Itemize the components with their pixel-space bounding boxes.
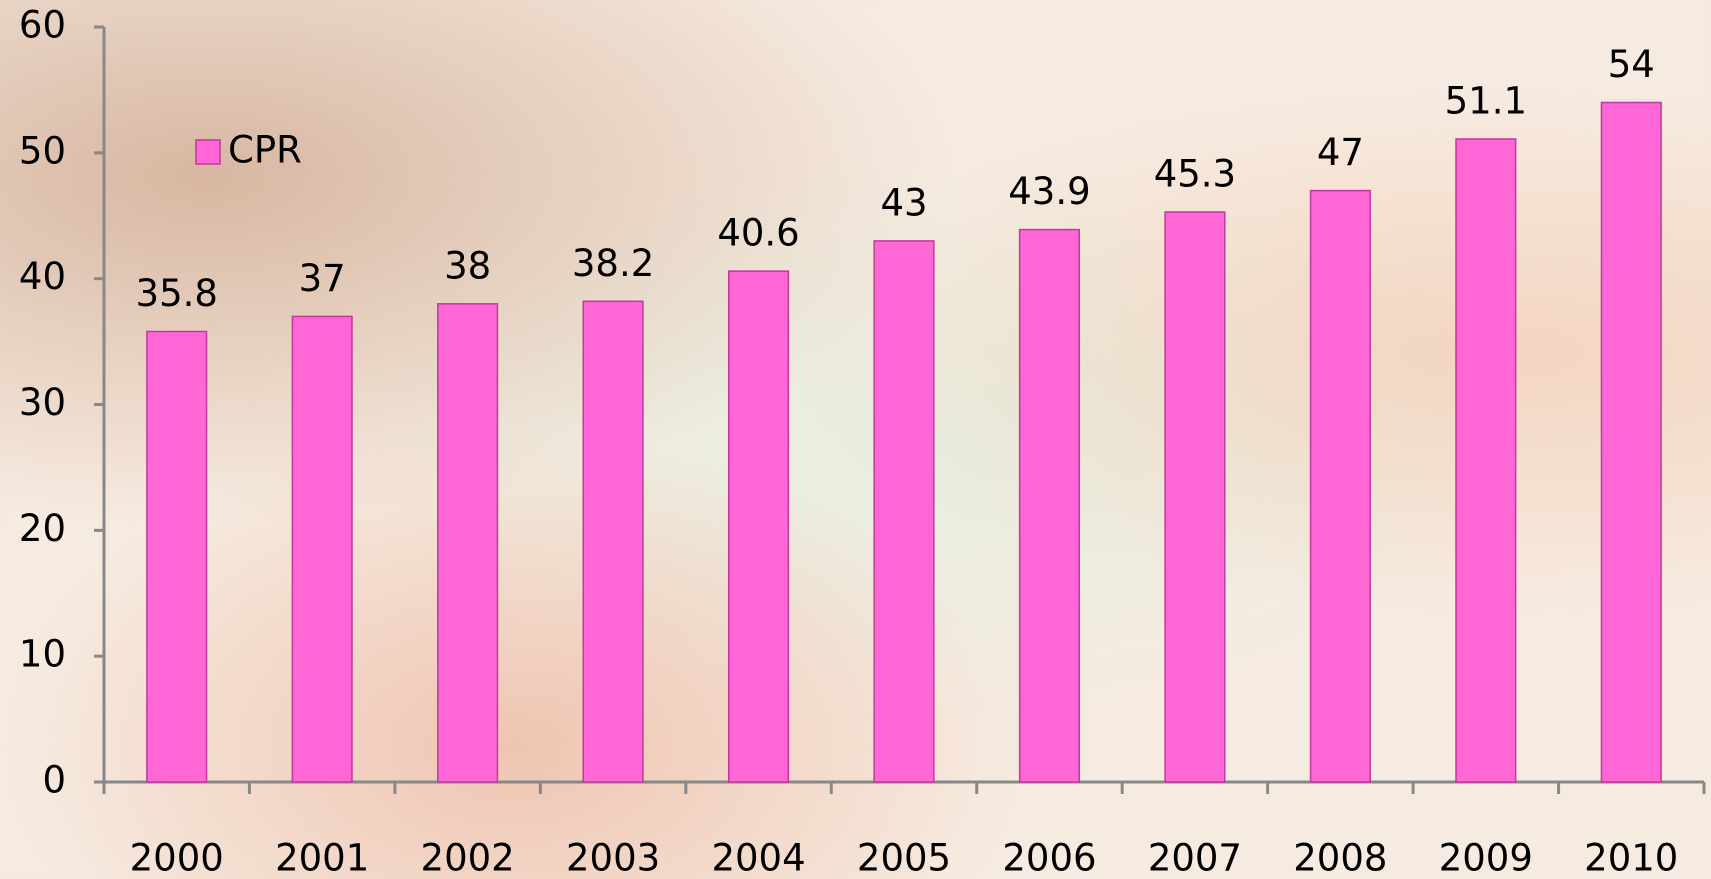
bar [292,316,352,782]
data-label: 35.8 [136,272,218,315]
data-label: 37 [299,257,346,300]
x-tick-label: 2001 [275,837,369,879]
x-tick-label: 2009 [1439,837,1533,879]
x-tick-label: 2004 [711,837,805,879]
bar [583,301,643,782]
chart: 0 10 20 30 40 50 60 35.8 37 38 38.2 40.6 43 43.9 45.3 4… [0,0,1711,879]
bar [874,241,934,782]
x-tick-label: 2000 [130,837,224,879]
y-tick-label: 0 [42,759,66,802]
bar [147,332,207,782]
y-tick-label: 60 [19,4,66,47]
data-label: 43.9 [1008,170,1090,213]
x-tick-label: 2007 [1148,837,1242,879]
bar [1020,230,1080,782]
x-tick-label: 2010 [1584,837,1678,879]
legend-swatch [196,140,220,164]
x-tick-label: 2005 [857,837,951,879]
data-label: 51.1 [1445,79,1527,122]
data-label: 38.2 [572,242,654,285]
bar [1456,139,1516,782]
bar [438,304,498,782]
data-label: 45.3 [1154,152,1236,195]
x-tick-label: 2003 [566,837,660,879]
data-label: 38 [444,244,491,287]
y-tick-label: 40 [19,255,66,298]
x-tick-label: 2006 [1002,837,1096,879]
data-label: 43 [880,181,927,224]
y-tick-label: 10 [19,633,66,676]
data-label: 40.6 [717,212,799,255]
y-tick-label: 20 [19,507,66,550]
y-tick-label: 50 [19,129,66,172]
bar [1601,103,1661,783]
data-label: 54 [1608,43,1655,86]
x-tick-label: 2008 [1293,837,1387,879]
bar [1311,191,1371,782]
x-tick-label: 2002 [421,837,515,879]
bar [1165,212,1225,782]
bar [729,271,789,782]
y-tick-label: 30 [19,381,66,424]
legend-label: CPR [228,129,302,172]
data-label: 47 [1317,131,1364,174]
